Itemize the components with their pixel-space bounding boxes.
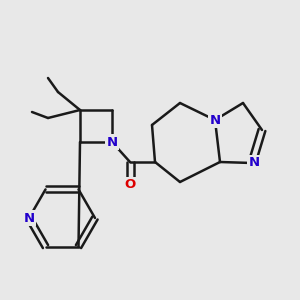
Text: O: O xyxy=(124,178,136,191)
Text: N: N xyxy=(106,136,118,148)
Text: N: N xyxy=(209,113,220,127)
Text: N: N xyxy=(23,212,34,224)
Text: N: N xyxy=(248,157,260,169)
